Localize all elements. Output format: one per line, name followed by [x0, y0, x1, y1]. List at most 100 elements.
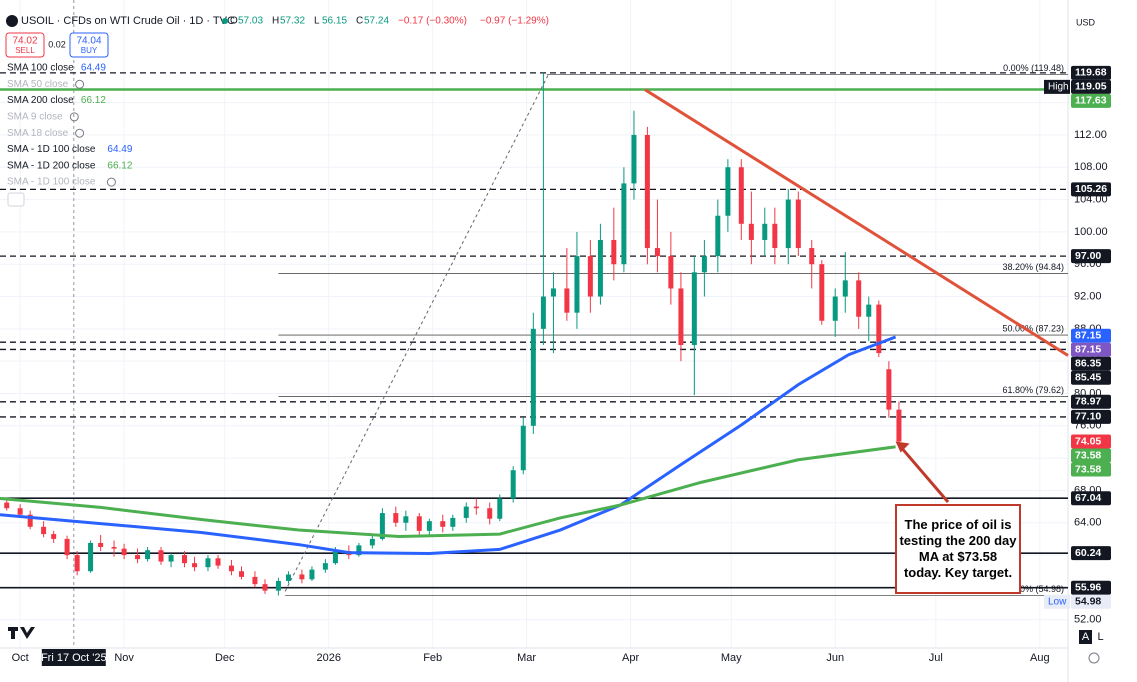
tag-box — [1044, 594, 1070, 609]
arrow-head — [895, 441, 910, 453]
price-box — [1071, 328, 1111, 343]
candle-body — [678, 288, 684, 346]
candle-body — [51, 534, 57, 539]
candle-body — [785, 199, 791, 249]
candle-body — [530, 328, 536, 426]
buy-label: BUY — [81, 46, 98, 55]
trendline — [644, 88, 1069, 357]
candle-body — [322, 563, 328, 570]
price-box — [1071, 249, 1111, 264]
candle-body — [64, 538, 70, 556]
sell-price: 74.02 — [12, 36, 37, 47]
candle-body — [574, 256, 580, 313]
price-box — [1071, 491, 1111, 506]
indicator-value: 64.49 — [81, 63, 106, 74]
candle-body — [228, 565, 234, 572]
fib-label: 38.20% (94.84) — [1002, 262, 1064, 272]
annotation-arrow — [898, 444, 950, 503]
x-tick-label: 2026 — [316, 652, 340, 664]
fib-label: 50.00% (87.23) — [1002, 323, 1064, 333]
right-toolbar — [1112, 0, 1137, 682]
candle-body — [275, 580, 281, 591]
candle-body — [487, 508, 493, 519]
candle-body — [205, 558, 211, 568]
candle-body — [111, 547, 117, 549]
candle-body — [762, 223, 768, 240]
candle-body — [17, 508, 23, 515]
candle-body — [611, 239, 617, 265]
candle-body — [262, 584, 268, 591]
ohlc-value: 57.03 — [238, 16, 263, 27]
crosshair-box — [41, 649, 106, 666]
price-label: 87.15 — [1075, 343, 1101, 355]
price-label: 105.26 — [1075, 183, 1107, 195]
price-box — [1071, 594, 1111, 609]
eye-icon[interactable] — [106, 177, 116, 187]
price-label: 97.00 — [1075, 250, 1101, 262]
candle-body — [691, 272, 697, 346]
x-tick-label: Apr — [622, 652, 639, 664]
candle-body — [403, 516, 409, 523]
eye-icon[interactable] — [75, 128, 85, 138]
candle-body — [181, 555, 187, 564]
candle-body — [738, 167, 744, 224]
scale-button-label: A — [1082, 631, 1090, 643]
candle-body — [285, 574, 291, 581]
scale-button[interactable] — [1094, 630, 1107, 644]
x-tick-label: Nov — [114, 652, 134, 664]
status-dot — [222, 18, 228, 24]
moving-average — [0, 445, 896, 539]
candle-body — [299, 574, 305, 580]
y-tick-label: 92.00 — [1074, 290, 1102, 302]
price-label: 73.58 — [1075, 449, 1101, 461]
candle-body — [4, 502, 10, 509]
candle-body — [135, 555, 141, 560]
price-tag: Low — [1048, 596, 1067, 607]
price-label: 54.98 — [1075, 596, 1101, 608]
sell-button[interactable] — [5, 32, 45, 58]
scale-button-label: L — [1097, 631, 1103, 643]
spread: 0.02 — [48, 39, 66, 49]
candle-body — [145, 550, 151, 560]
candle-body — [896, 409, 902, 442]
price-box — [1071, 580, 1111, 595]
price-label: 74.05 — [1075, 435, 1101, 447]
ohlc-key: O — [230, 16, 238, 27]
candle-body — [309, 569, 315, 580]
y-tick-label: 108.00 — [1074, 161, 1108, 173]
indicator-value: 66.12 — [81, 95, 106, 106]
eye-icon[interactable] — [69, 112, 79, 122]
eye-icon[interactable] — [75, 79, 85, 89]
candle-body — [158, 550, 164, 562]
fib-label: 0.00% (119.48) — [1003, 63, 1064, 73]
candle-body — [621, 183, 627, 265]
price-box — [1071, 79, 1111, 94]
scale-button[interactable] — [1079, 630, 1092, 644]
price-box — [1071, 434, 1111, 449]
y-tick-label: 104.00 — [1074, 193, 1108, 205]
buy-button[interactable] — [69, 32, 109, 58]
candle-body — [168, 555, 174, 562]
price-label: 119.68 — [1075, 67, 1107, 79]
x-tick-label: Mar — [517, 652, 536, 664]
candle-body — [510, 470, 516, 499]
candle-body — [416, 516, 422, 531]
candle-body — [426, 521, 432, 531]
price-box — [1071, 546, 1111, 561]
candle-body — [809, 248, 815, 265]
collapse-button[interactable] — [7, 192, 25, 207]
indicator-value: 66.12 — [107, 160, 132, 171]
price-box — [1071, 448, 1111, 463]
y-tick-label: 52.00 — [1074, 614, 1102, 626]
x-tick-label: May — [721, 652, 742, 664]
candle-body — [393, 513, 399, 523]
y-tick-label: 64.00 — [1074, 517, 1102, 529]
indicator-name: SMA - 1D 100 close — [7, 177, 96, 188]
price-box — [1071, 394, 1111, 409]
moving-average — [0, 335, 897, 555]
price-tag: High — [1048, 82, 1069, 93]
settings-icon[interactable] — [1088, 652, 1100, 664]
candle-body — [369, 538, 375, 546]
candle-body — [497, 498, 503, 519]
